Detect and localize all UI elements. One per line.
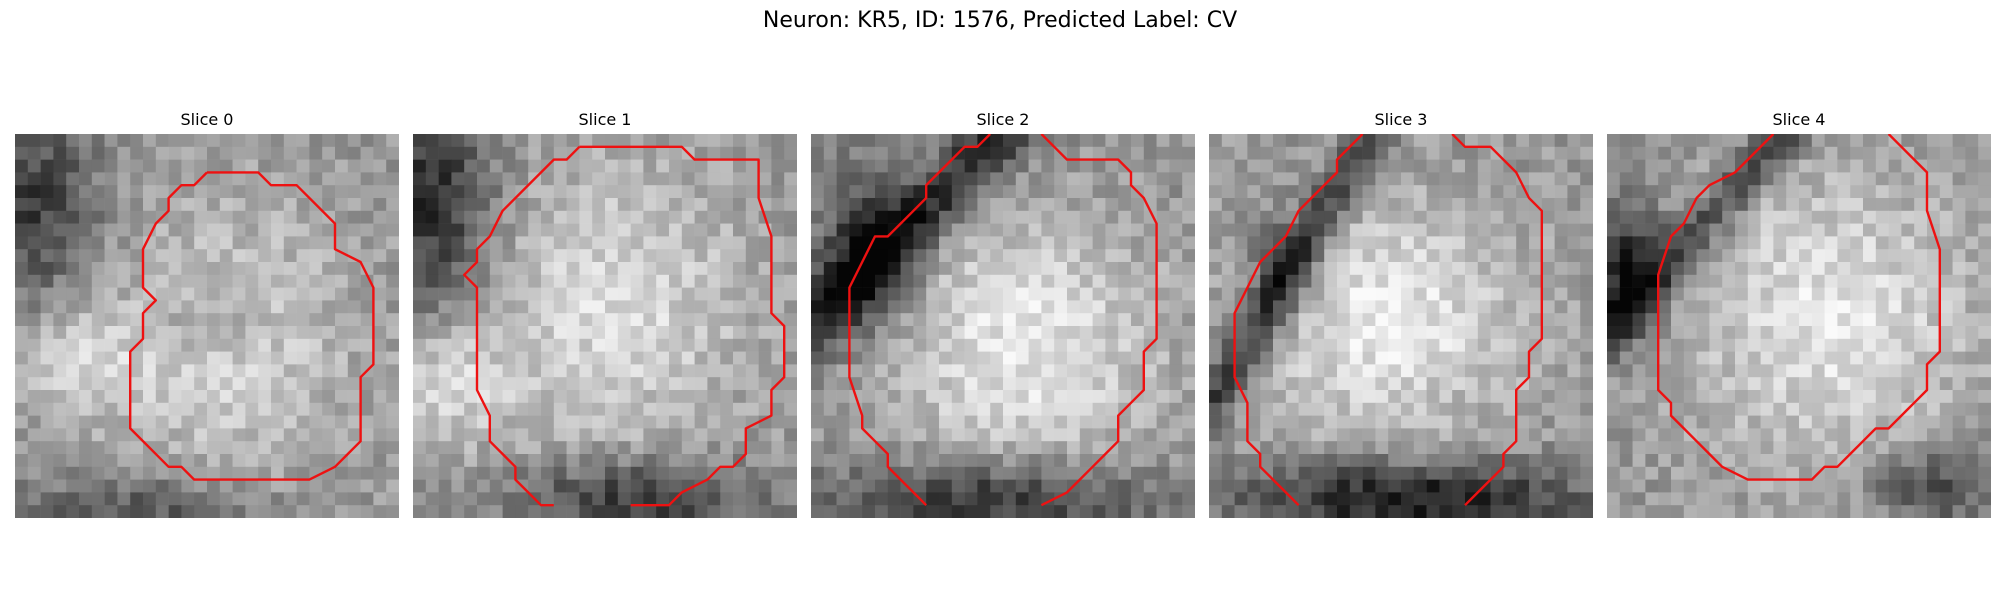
contour-line-1-1 <box>463 145 581 507</box>
contour-line-4-0 <box>1657 134 1941 481</box>
slice-panel-2: Slice 2 <box>811 110 1195 518</box>
slice-panel-1: Slice 1 <box>413 110 797 518</box>
slice-image-2 <box>811 134 1195 518</box>
contour-line-2-0 <box>848 134 992 507</box>
slice-title-4: Slice 4 <box>1772 110 1826 129</box>
slice-title-2: Slice 2 <box>976 110 1030 129</box>
contour-line-2-1 <box>1040 134 1158 507</box>
contour-line-0-0 <box>129 171 375 481</box>
contour-line-3-1 <box>1451 134 1543 507</box>
slice-image-4 <box>1607 134 1991 518</box>
slice-title-0: Slice 0 <box>180 110 234 129</box>
slice-title-1: Slice 1 <box>578 110 632 129</box>
slice-image-3 <box>1209 134 1593 518</box>
slice-title-3: Slice 3 <box>1374 110 1428 129</box>
contour-line-3-0 <box>1233 134 1364 507</box>
slice-image-1 <box>413 134 797 518</box>
slice-panel-4: Slice 4 <box>1607 110 1991 518</box>
figure-title: Neuron: KR5, ID: 1576, Predicted Label: … <box>762 8 1238 33</box>
slice-panel-3: Slice 3 <box>1209 110 1593 518</box>
slice-panel-0: Slice 0 <box>15 110 399 518</box>
contour-line-1-0 <box>579 145 786 507</box>
slice-image-0 <box>15 134 399 518</box>
